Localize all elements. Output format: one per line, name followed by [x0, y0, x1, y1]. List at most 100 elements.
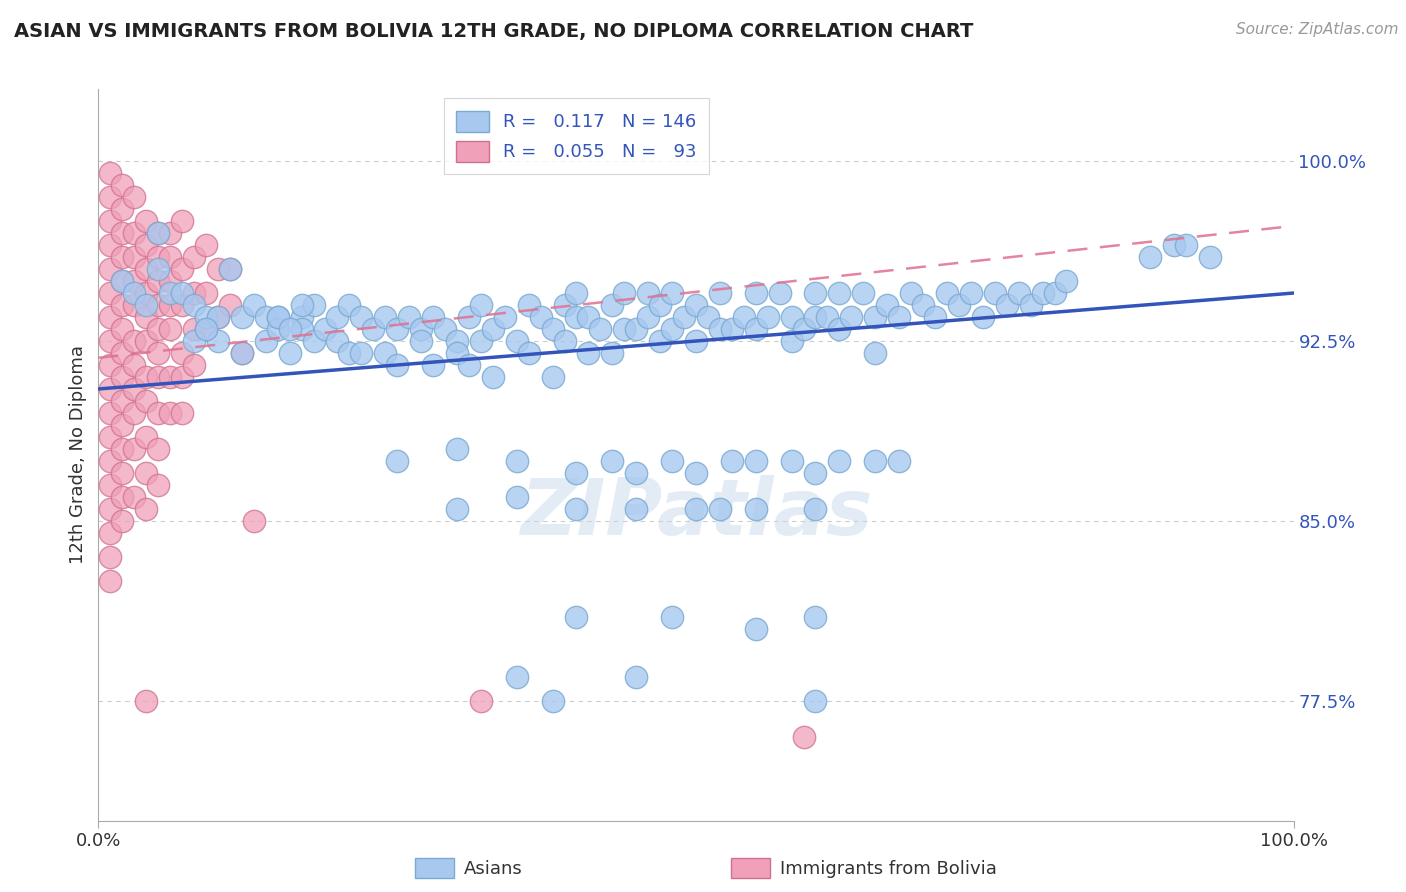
Point	[374, 310, 396, 324]
Point	[685, 501, 707, 516]
Point	[98, 574, 122, 588]
Point	[350, 310, 373, 324]
Point	[183, 298, 205, 312]
Point	[506, 490, 529, 504]
Point	[815, 310, 838, 324]
Point	[721, 322, 744, 336]
Point	[207, 334, 229, 348]
Point	[661, 609, 683, 624]
Point	[124, 406, 146, 420]
Point	[315, 322, 337, 336]
Point	[111, 274, 134, 288]
Point	[648, 334, 672, 348]
Point	[135, 466, 157, 480]
Point	[254, 334, 277, 348]
Point	[219, 262, 242, 277]
Point	[541, 370, 564, 384]
Point	[98, 430, 122, 444]
Point	[231, 346, 253, 360]
Point	[183, 358, 205, 372]
Point	[841, 310, 863, 324]
Point	[124, 298, 146, 312]
Point	[124, 382, 146, 396]
Point	[124, 250, 146, 264]
Point	[148, 322, 170, 336]
Point	[148, 346, 170, 360]
Point	[589, 322, 612, 336]
Point	[111, 322, 134, 336]
Point	[565, 501, 588, 516]
Point	[828, 322, 851, 336]
Point	[124, 274, 146, 288]
Point	[98, 334, 122, 348]
Point	[219, 262, 242, 277]
Point	[446, 442, 468, 456]
Point	[697, 310, 720, 324]
Point	[517, 346, 540, 360]
Point	[98, 190, 122, 204]
Point	[936, 286, 959, 301]
Point	[517, 298, 540, 312]
Point	[98, 238, 122, 252]
Point	[98, 382, 122, 396]
Point	[626, 501, 648, 516]
Point	[709, 322, 731, 336]
Point	[207, 262, 229, 277]
Point	[111, 202, 134, 216]
Point	[1139, 250, 1161, 264]
Point	[661, 286, 683, 301]
Point	[111, 178, 134, 193]
Point	[470, 694, 492, 708]
Point	[865, 346, 887, 360]
Point	[876, 298, 898, 312]
Point	[326, 334, 349, 348]
Point	[302, 298, 325, 312]
Point	[267, 322, 290, 336]
Point	[1008, 286, 1031, 301]
Point	[852, 286, 875, 301]
Point	[98, 286, 122, 301]
Point	[195, 238, 218, 252]
Point	[804, 310, 827, 324]
Point	[135, 501, 157, 516]
Point	[135, 334, 157, 348]
Point	[148, 274, 170, 288]
Point	[889, 454, 911, 468]
Point	[207, 310, 229, 324]
Point	[363, 322, 385, 336]
Point	[1043, 286, 1066, 301]
Point	[780, 454, 803, 468]
Point	[745, 501, 768, 516]
Point	[111, 442, 134, 456]
Point	[960, 286, 983, 301]
Point	[685, 298, 707, 312]
Point	[124, 490, 146, 504]
Text: ZIPatlas: ZIPatlas	[520, 475, 872, 551]
Point	[124, 442, 146, 456]
Point	[411, 334, 433, 348]
Point	[243, 298, 266, 312]
Point	[98, 406, 122, 420]
Point	[530, 310, 553, 324]
Point	[661, 322, 683, 336]
Point	[124, 334, 146, 348]
Point	[602, 454, 624, 468]
Point	[183, 250, 205, 264]
Point	[541, 322, 564, 336]
Point	[195, 310, 218, 324]
Point	[661, 454, 683, 468]
Text: Source: ZipAtlas.com: Source: ZipAtlas.com	[1236, 22, 1399, 37]
Point	[231, 346, 253, 360]
Point	[135, 238, 157, 252]
Point	[578, 346, 600, 360]
Point	[565, 310, 588, 324]
Point	[721, 454, 744, 468]
Point	[637, 286, 659, 301]
Point	[804, 466, 827, 480]
Point	[207, 310, 229, 324]
Point	[98, 501, 122, 516]
Point	[1032, 286, 1054, 301]
Point	[111, 417, 134, 432]
Text: Immigrants from Bolivia: Immigrants from Bolivia	[780, 860, 997, 878]
Point	[339, 298, 361, 312]
